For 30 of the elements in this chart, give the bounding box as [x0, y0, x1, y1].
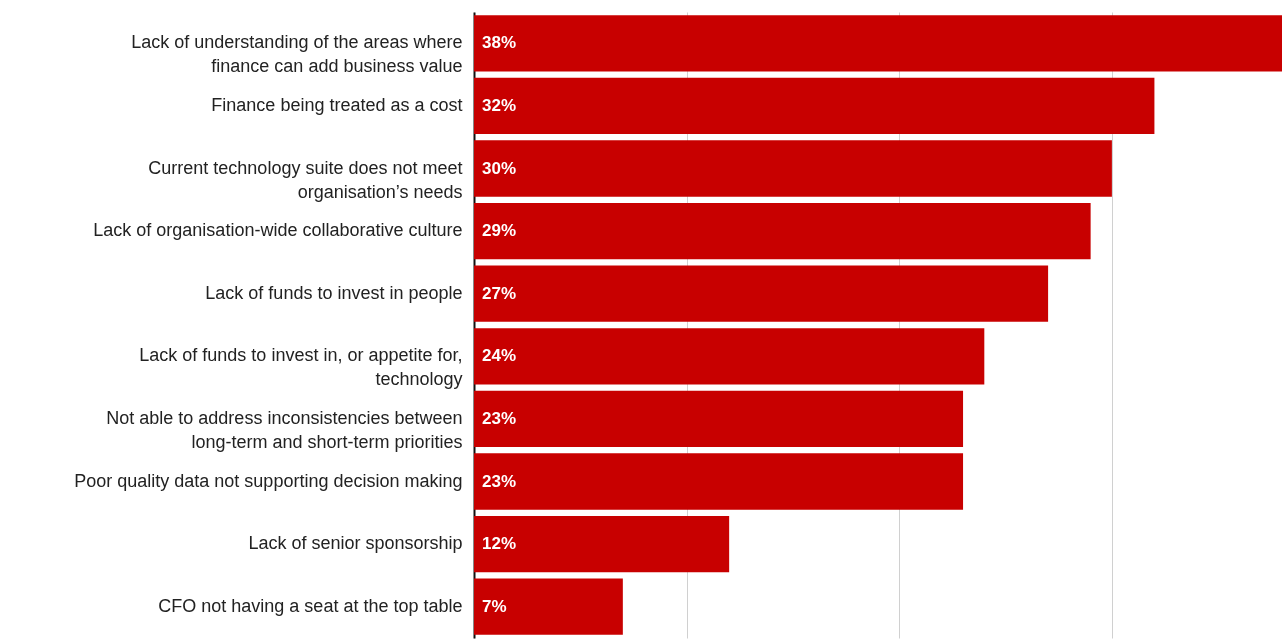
data-label: 29%: [482, 221, 517, 241]
y-tick-label: CFO not having a seat at the top table: [158, 595, 463, 616]
bar: [474, 390, 964, 448]
y-tick-label: Not able to address inconsistencies between long-term and short-term priorities: [106, 407, 463, 452]
bar: [474, 515, 730, 573]
y-tick-label: Lack of funds to invest in, or appetite for, technology: [139, 345, 463, 390]
y-tick-label: Lack of organisation-wide collaborative culture: [93, 220, 463, 241]
bar: [474, 328, 985, 385]
bar: [474, 202, 1091, 260]
bar: [474, 578, 623, 635]
data-label: 12%: [482, 534, 517, 554]
data-label: 23%: [482, 408, 517, 428]
data-label: 38%: [482, 33, 517, 53]
data-label: 32%: [482, 95, 517, 115]
y-tick-label: Lack of funds to invest in people: [205, 282, 463, 303]
bar: [474, 15, 1282, 72]
y-tick-label: Lack of understanding of the areas where finance can add business value: [131, 32, 463, 77]
bar: [474, 140, 1112, 197]
data-label: 23%: [482, 471, 517, 491]
bar: [474, 453, 964, 510]
y-tick-label: Finance being treated as a cost: [211, 94, 463, 115]
data-label: 30%: [482, 158, 517, 178]
data-label: 27%: [482, 283, 517, 303]
y-tick-label: Current technology suite does not meet organisation’s needs: [148, 157, 463, 202]
y-tick-label: Lack of senior sponsorship: [248, 533, 463, 554]
bar: [474, 265, 1049, 322]
y-tick-label: Poor quality data not supporting decision making: [74, 470, 463, 491]
bar: [474, 77, 1155, 135]
data-label: 7%: [482, 596, 507, 616]
data-label: 24%: [482, 346, 517, 366]
